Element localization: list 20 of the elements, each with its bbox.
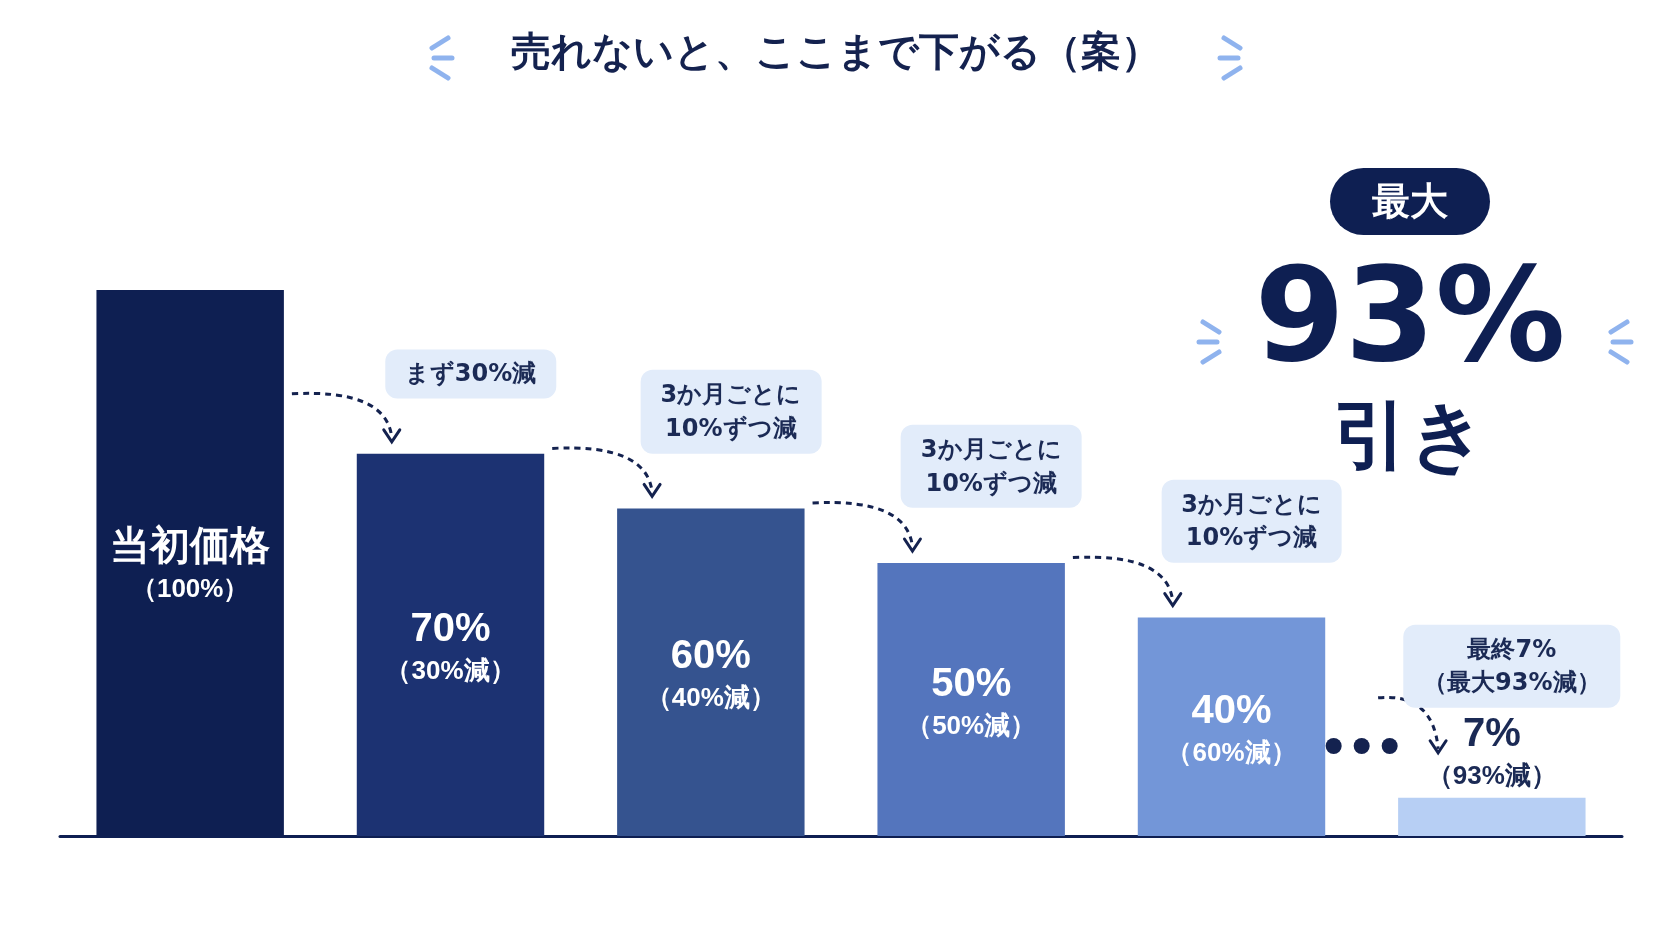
data-label: 40%（60%減） bbox=[1166, 686, 1297, 767]
annotation: まず30%減 bbox=[384, 349, 557, 399]
bar bbox=[617, 508, 805, 836]
chart-title: 売れないと、ここまで下がる（案） bbox=[511, 28, 1161, 74]
annotation: 最終7%（最大93%減） bbox=[1403, 624, 1621, 708]
data-label: 60%（40%減） bbox=[645, 632, 776, 713]
data-label: 当初価格（100%） bbox=[110, 523, 271, 603]
bar bbox=[1398, 797, 1586, 836]
annotation: 引き bbox=[1333, 390, 1487, 480]
annotation: 3か月ごとに10%ずつ減 bbox=[640, 370, 822, 454]
bar bbox=[356, 453, 545, 836]
text: 最大 bbox=[1330, 168, 1490, 235]
data-label: 7%（93%減） bbox=[1426, 709, 1557, 790]
bar bbox=[877, 563, 1065, 836]
annotation: 3か月ごとに10%ずつ減 bbox=[1161, 479, 1342, 563]
data-label: 50%（50%減） bbox=[906, 659, 1037, 740]
annotation: 3か月ごとに10%ずつ減 bbox=[900, 424, 1082, 508]
data-label: 70%（30%減） bbox=[385, 604, 516, 685]
bar bbox=[1137, 617, 1326, 836]
annotation: 93% bbox=[1254, 239, 1566, 391]
